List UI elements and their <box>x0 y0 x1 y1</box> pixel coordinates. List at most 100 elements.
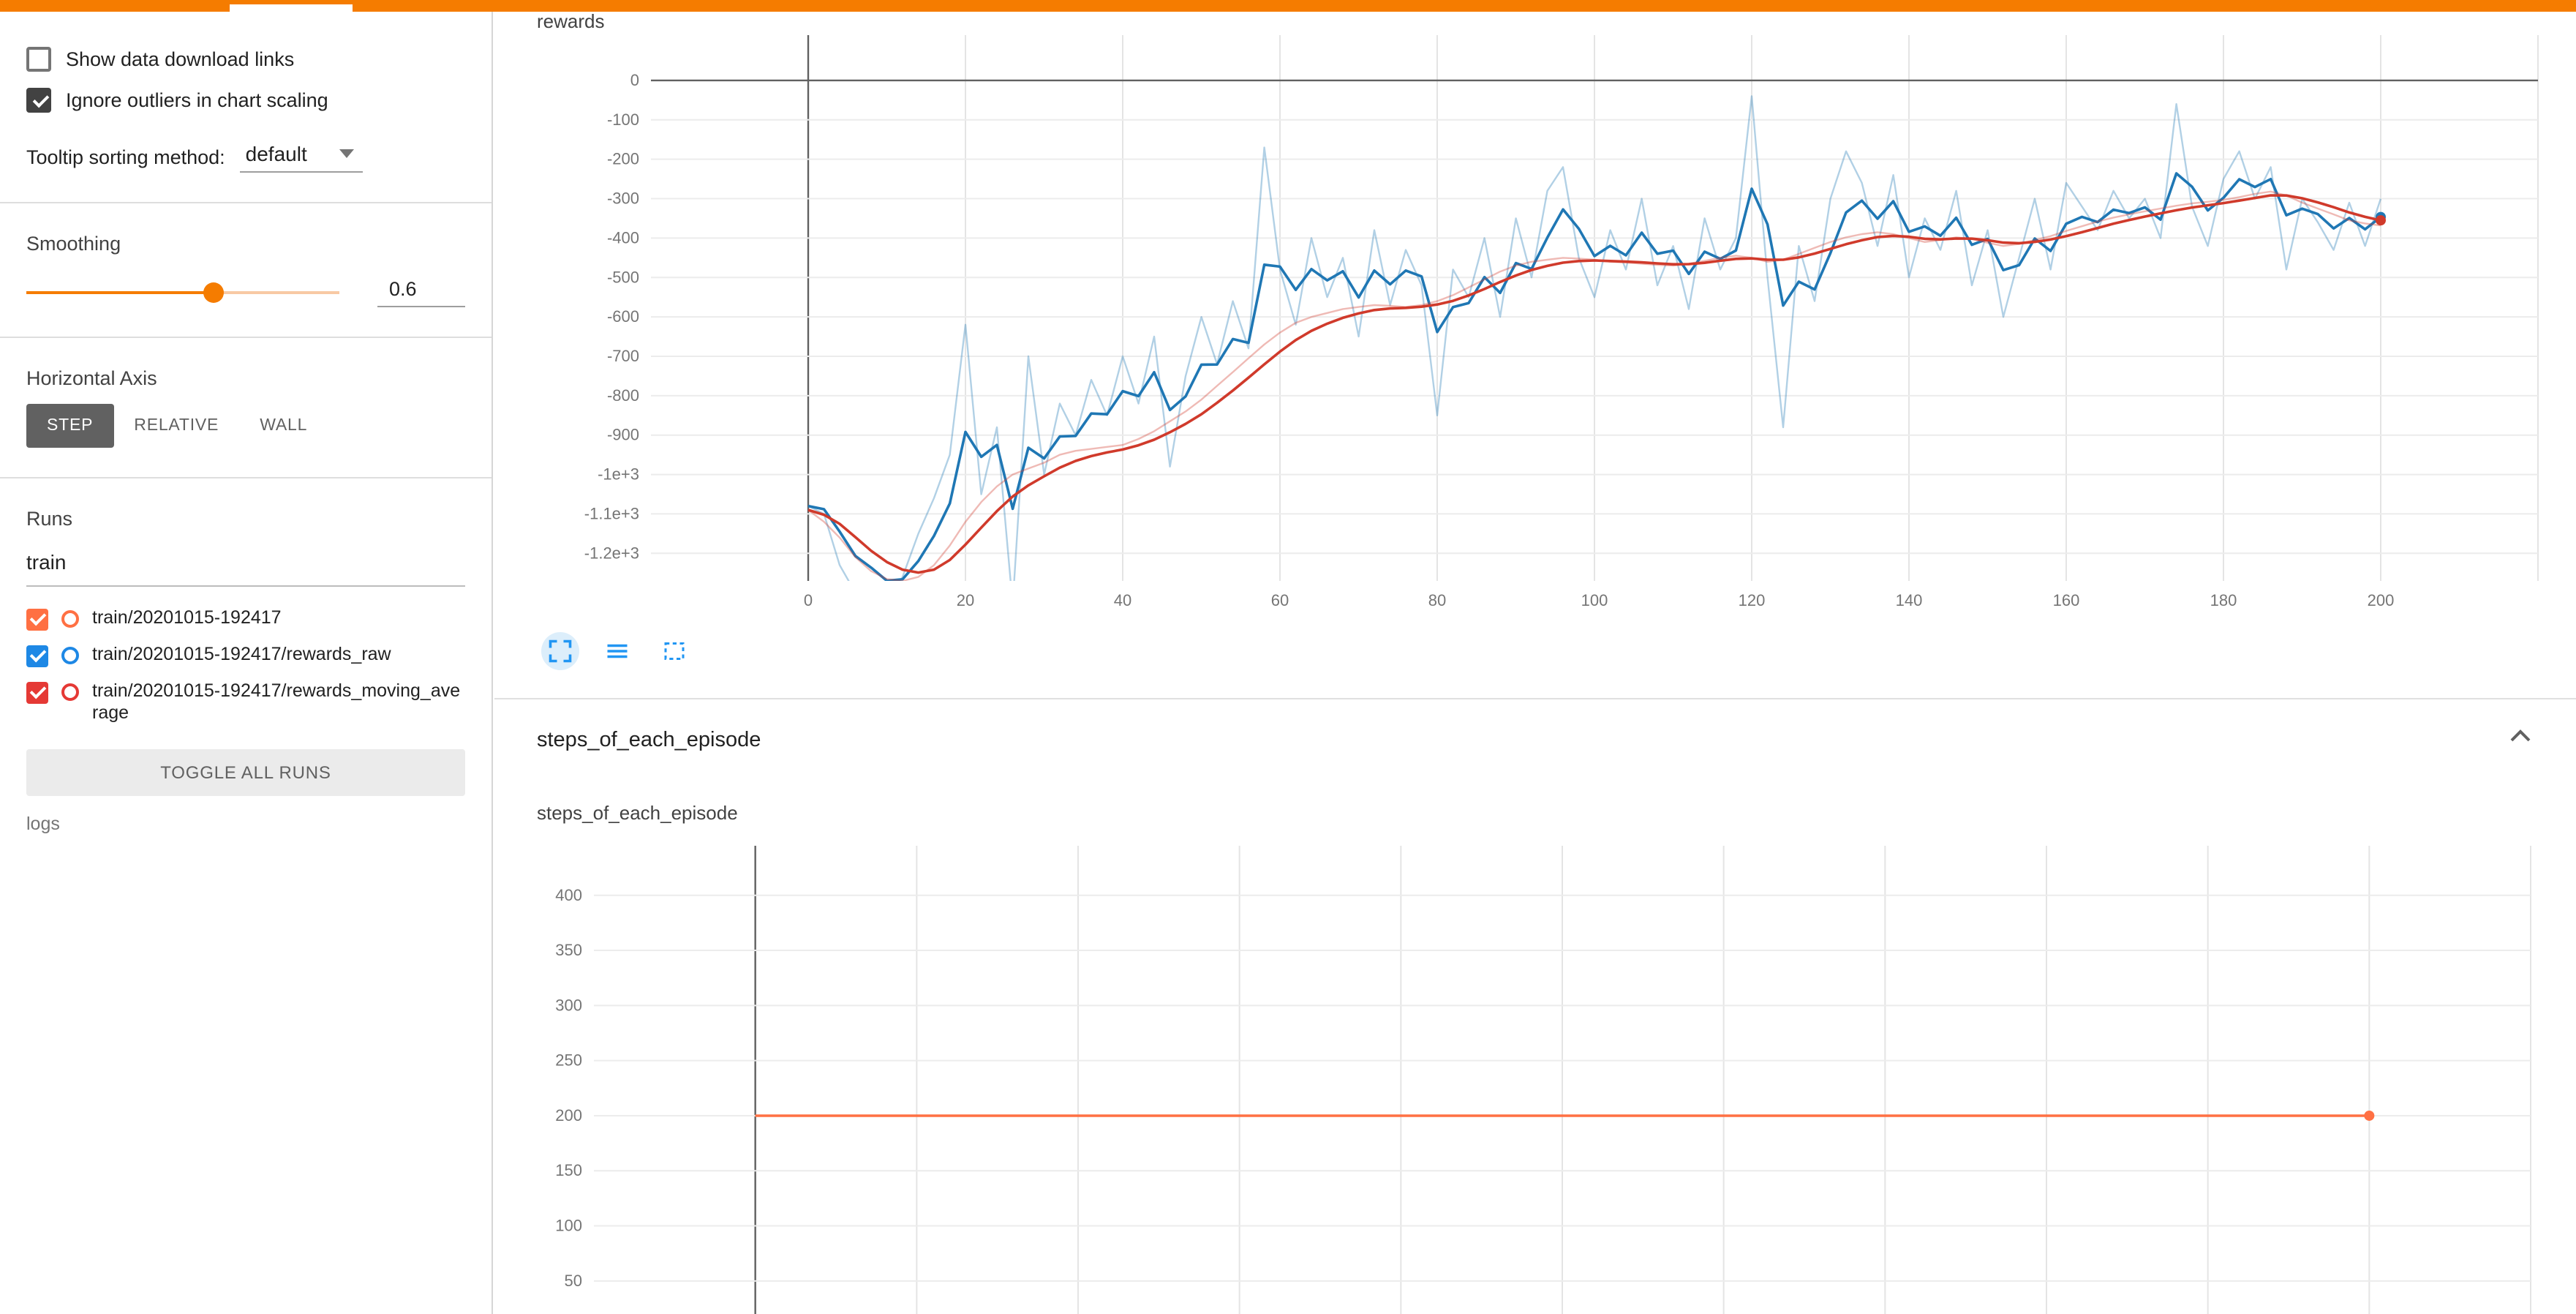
run-row[interactable]: train/20201015-192417/rewards_moving_ave… <box>26 680 465 724</box>
smoothing-row: 0.6 <box>26 278 465 307</box>
list-lines-icon <box>607 644 628 658</box>
y-tick-label: -800 <box>607 386 639 405</box>
y-tick-label: 250 <box>555 1051 582 1070</box>
run-label: train/20201015-192417/rewards_raw <box>92 644 391 664</box>
steps-section-header: steps_of_each_episode <box>494 699 2576 778</box>
horizontal-axis-label: Horizontal Axis <box>26 367 157 389</box>
show-data-download-links-row[interactable]: Show data download links <box>26 44 465 73</box>
toggle-all-runs-button[interactable]: TOGGLE ALL RUNS <box>26 749 465 796</box>
smoothing-value-field[interactable]: 0.6 <box>377 278 465 307</box>
main-content: rewards 0 20 40 60 80 100 120 140 160 180 200 0 -100… <box>494 0 2576 1314</box>
y-tick-label: -100 <box>607 110 639 129</box>
axis-relative-button[interactable]: RELATIVE <box>113 404 239 448</box>
sidebar-divider <box>0 477 492 478</box>
run-checkbox-icon[interactable] <box>26 682 48 704</box>
series-endpoint-dot <box>2376 215 2386 226</box>
sidebar: Show data download links Ignore outliers… <box>0 0 493 1314</box>
sidebar-divider <box>0 202 492 203</box>
run-color-circle-icon <box>61 683 79 701</box>
marquee-select-icon <box>664 642 685 660</box>
x-tick-label: 80 <box>1428 591 1446 609</box>
section-title: steps_of_each_episode <box>537 729 761 752</box>
rewards-chart-title: rewards <box>537 10 605 32</box>
expand-icon <box>549 639 572 663</box>
y-tick-label: -400 <box>607 228 639 247</box>
axis-step-button[interactable]: STEP <box>26 404 114 448</box>
y-tick-label: 150 <box>555 1161 582 1179</box>
logdir-label: logs <box>26 814 60 834</box>
x-tick-label: 60 <box>1271 591 1289 609</box>
y-tick-label: 100 <box>555 1217 582 1235</box>
tooltip-sorting-dropdown[interactable]: default <box>239 140 363 173</box>
x-tick-label: 20 <box>957 591 974 609</box>
x-tick-label: 160 <box>2053 591 2080 609</box>
checkbox-unchecked-icon[interactable] <box>26 46 51 71</box>
y-tick-label: 50 <box>565 1272 582 1290</box>
toggle-runs-below-button[interactable] <box>598 632 636 670</box>
chevron-up-icon <box>2510 729 2531 742</box>
checkbox-label: Show data download links <box>66 48 295 70</box>
active-tab-indicator <box>230 4 353 12</box>
y-tick-label: -500 <box>607 268 639 286</box>
ignore-outliers-row[interactable]: Ignore outliers in chart scaling <box>26 85 465 114</box>
y-tick-label: -200 <box>607 150 639 168</box>
y-tick-label: -600 <box>607 307 639 326</box>
y-tick-label: 300 <box>555 996 582 1014</box>
rewards-chart[interactable]: 0 20 40 60 80 100 120 140 160 180 200 0 -100 -200 -300… <box>509 0 2569 637</box>
y-tick-label: 0 <box>630 71 639 89</box>
y-tick-label: 400 <box>555 886 582 904</box>
run-color-circle-icon <box>61 610 79 628</box>
top-bar <box>0 0 2576 12</box>
series-raw-line <box>807 95 2382 581</box>
run-row[interactable]: train/20201015-192417 <box>26 607 465 631</box>
smoothing-slider-fill <box>26 291 214 294</box>
sidebar-divider <box>0 337 492 338</box>
tooltip-sorting-label: Tooltip sorting method: <box>26 146 225 168</box>
horizontal-axis-buttons: STEP RELATIVE WALL <box>26 404 465 448</box>
section-divider <box>494 698 2576 699</box>
y-tick-label: -900 <box>607 426 639 444</box>
run-row[interactable]: train/20201015-192417/rewards_raw <box>26 644 465 667</box>
run-list: train/20201015-192417 train/20201015-192… <box>26 607 465 724</box>
series-smoothed-line <box>807 194 2381 574</box>
chart-toolbar <box>541 632 693 670</box>
checkbox-checked-icon[interactable] <box>26 87 51 112</box>
y-tick-label: -1e+3 <box>598 465 639 484</box>
runs-label: Runs <box>26 508 73 530</box>
x-tick-label: 140 <box>1896 591 1923 609</box>
y-tick-label: 350 <box>555 941 582 959</box>
x-tick-label: 200 <box>2368 591 2395 609</box>
expand-chart-button[interactable] <box>541 632 579 670</box>
axis-wall-button[interactable]: WALL <box>239 404 328 448</box>
runs-filter-input[interactable] <box>26 547 465 587</box>
x-tick-label: 100 <box>1581 591 1608 609</box>
series-endpoint-dot <box>2364 1110 2375 1121</box>
x-tick-label: 0 <box>804 591 813 609</box>
run-label: train/20201015-192417 <box>92 607 282 628</box>
collapse-section-button[interactable] <box>2503 720 2538 754</box>
y-tick-label: -300 <box>607 189 639 208</box>
run-checkbox-icon[interactable] <box>26 609 48 631</box>
data-selection-button[interactable] <box>655 632 693 670</box>
series-smoothed-line <box>807 172 2382 581</box>
smoothing-slider[interactable] <box>26 278 339 307</box>
steps-chart[interactable]: 400 350 300 250 200 150 100 50 <box>509 778 2569 1314</box>
y-tick-label: -700 <box>607 347 639 365</box>
x-tick-label: 180 <box>2210 591 2237 609</box>
chevron-down-icon <box>339 149 354 158</box>
smoothing-label: Smoothing <box>26 233 121 255</box>
smoothing-slider-thumb[interactable] <box>203 282 225 303</box>
steps-chart-title: steps_of_each_episode <box>537 802 738 824</box>
run-checkbox-icon[interactable] <box>26 645 48 667</box>
y-tick-label: -1.1e+3 <box>584 504 639 522</box>
x-tick-label: 120 <box>1739 591 1766 609</box>
tooltip-sorting-row: Tooltip sorting method: default <box>26 140 465 173</box>
checkbox-label: Ignore outliers in chart scaling <box>66 89 328 110</box>
run-color-circle-icon <box>61 647 79 664</box>
y-tick-label: 200 <box>555 1106 582 1125</box>
run-label: train/20201015-192417/rewards_moving_ave… <box>92 680 461 723</box>
tooltip-sorting-value: default <box>245 142 307 165</box>
y-tick-label: -1.2e+3 <box>584 544 639 562</box>
x-tick-label: 40 <box>1114 591 1131 609</box>
